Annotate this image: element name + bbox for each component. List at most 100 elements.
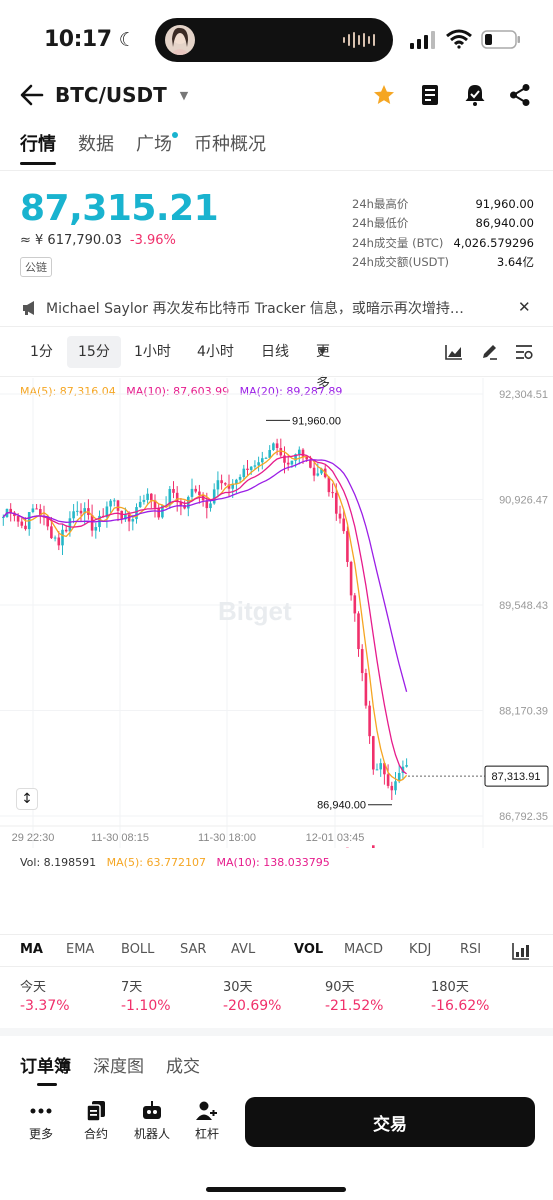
tab-coin-overview[interactable]: 币种概况 xyxy=(194,134,266,155)
back-arrow-icon[interactable] xyxy=(20,84,44,106)
share-icon[interactable] xyxy=(509,83,531,107)
candle xyxy=(364,673,368,706)
candle xyxy=(353,595,357,614)
ind-sar[interactable]: SAR xyxy=(180,942,207,957)
announcement-bar[interactable]: Michael Saylor 再次发布比特币 Tracker 信息，或暗示再次增… xyxy=(0,290,553,326)
candle xyxy=(386,774,390,786)
ma10-line xyxy=(2,453,408,775)
stat-label: 24h最高价 xyxy=(352,196,409,211)
candle xyxy=(397,773,401,782)
announcement-text: Michael Saylor 再次发布比特币 Tracker 信息，或暗示再次增… xyxy=(46,301,464,317)
ind-rsi[interactable]: RSI xyxy=(460,942,482,957)
contract-button[interactable]: 合约 xyxy=(71,1100,121,1142)
price-sub: ≈ ¥ 617,790.03 -3.96% xyxy=(20,233,176,248)
indicator-settings-icon[interactable] xyxy=(512,942,530,960)
category-tag[interactable]: 公链 xyxy=(20,257,52,277)
x-tick-label: 11-30 08:15 xyxy=(91,832,149,844)
candle xyxy=(372,736,375,770)
y-tick-label: 92,304.51 xyxy=(499,389,548,401)
stat-row: 24h成交额(USDT) 3.64亿 xyxy=(352,253,534,273)
ind-macd[interactable]: MACD xyxy=(344,942,383,957)
draw-pen-icon[interactable] xyxy=(480,343,498,361)
trade-button[interactable]: 交易 xyxy=(245,1097,535,1147)
tf-1h[interactable]: 1小时 xyxy=(134,344,171,360)
chart-area-icon[interactable] xyxy=(445,344,463,360)
candle xyxy=(76,510,79,512)
perf-30d: 30天 -20.69% xyxy=(223,976,281,1014)
stat-row: 24h最高价 91,960.00 xyxy=(352,194,534,214)
ma5-label: MA(5): 87,316.04 xyxy=(20,385,116,398)
perf-label: 7天 xyxy=(121,980,143,995)
current-price-label: 87,313.91 xyxy=(492,771,541,783)
candle xyxy=(383,763,386,775)
avatar xyxy=(165,25,195,55)
ind-boll[interactable]: BOLL xyxy=(121,942,155,957)
star-icon[interactable] xyxy=(373,84,395,106)
candle xyxy=(50,526,53,539)
tab-square[interactable]: 广场 xyxy=(136,130,178,164)
tf-1m[interactable]: 1分 xyxy=(30,344,53,360)
ind-ema[interactable]: EMA xyxy=(66,942,95,957)
volume-bar xyxy=(372,845,375,848)
ind-ma[interactable]: MA xyxy=(20,942,43,957)
candle xyxy=(346,531,349,562)
stat-label: 24h最低价 xyxy=(352,216,409,231)
candle xyxy=(2,516,5,518)
close-icon[interactable]: ✕ xyxy=(518,298,531,316)
ind-avl[interactable]: AVL xyxy=(231,942,256,957)
candle xyxy=(360,649,364,674)
robot-button[interactable]: 机器人 xyxy=(127,1100,177,1142)
candle xyxy=(109,500,112,507)
candle xyxy=(342,518,345,532)
candle xyxy=(279,447,283,456)
tab-trades[interactable]: 成交 xyxy=(166,1057,200,1077)
tf-1d[interactable]: 日线 xyxy=(261,344,289,360)
stat-label: 24h成交额(USDT) xyxy=(352,255,449,270)
robot-label: 机器人 xyxy=(133,1127,170,1141)
candle xyxy=(272,443,275,451)
expand-vertical-icon[interactable]: ↕ xyxy=(16,788,38,810)
candle xyxy=(94,527,98,531)
perf-value: -3.37% xyxy=(20,998,70,1014)
moon-icon: ☾ xyxy=(118,29,136,51)
tab-market[interactable]: 行情 xyxy=(20,134,56,155)
contract-icon xyxy=(86,1101,105,1122)
y-tick-label: 89,548.43 xyxy=(499,600,548,612)
chart-settings-icon[interactable] xyxy=(515,344,533,360)
main-tabs: 行情 数据 广场 币种概况 xyxy=(20,130,266,165)
candle xyxy=(194,488,197,492)
timeframe-bar: 1分 15分 1小时 4小时 日线 更多 ▼ xyxy=(0,336,553,392)
candle xyxy=(220,480,223,484)
stat-value: 4,026.579296 xyxy=(453,235,534,250)
perf-value: -20.69% xyxy=(223,998,282,1014)
ma20-line xyxy=(2,459,408,692)
candle xyxy=(39,509,42,516)
perf-today: 今天 -3.37% xyxy=(20,976,70,1014)
divider xyxy=(0,326,553,327)
tf-4h[interactable]: 4小时 xyxy=(197,344,234,360)
tab-data[interactable]: 数据 xyxy=(78,134,114,155)
candle xyxy=(79,510,83,514)
tab-depth-chart[interactable]: 深度图 xyxy=(93,1057,144,1077)
current-price-box xyxy=(484,765,549,787)
candle xyxy=(368,705,371,737)
candle xyxy=(172,489,175,493)
stat-value: 91,960.00 xyxy=(475,196,534,211)
leverage-icon xyxy=(196,1101,217,1120)
bell-alert-icon[interactable] xyxy=(464,83,486,107)
candle xyxy=(283,455,286,463)
divider xyxy=(0,376,553,377)
ind-vol[interactable]: VOL xyxy=(294,942,324,957)
pair-selector[interactable]: BTC/USDT ▼ xyxy=(55,83,188,107)
leverage-button[interactable]: 杠杆 xyxy=(182,1100,232,1142)
tf-15m[interactable]: 15分 xyxy=(67,336,121,368)
candlestick-chart[interactable]: Bitget 92,304.51 90,926.47 89,548.43 88,170… xyxy=(0,378,553,848)
ind-kdj[interactable]: KDJ xyxy=(409,942,432,957)
notebook-icon[interactable] xyxy=(420,84,440,106)
candle xyxy=(138,501,142,508)
candle xyxy=(231,483,234,489)
candle xyxy=(375,769,379,771)
more-button[interactable]: 更多 xyxy=(16,1100,66,1142)
tab-order-book[interactable]: 订单簿 xyxy=(20,1057,71,1077)
change-percent: -3.96% xyxy=(129,233,176,248)
